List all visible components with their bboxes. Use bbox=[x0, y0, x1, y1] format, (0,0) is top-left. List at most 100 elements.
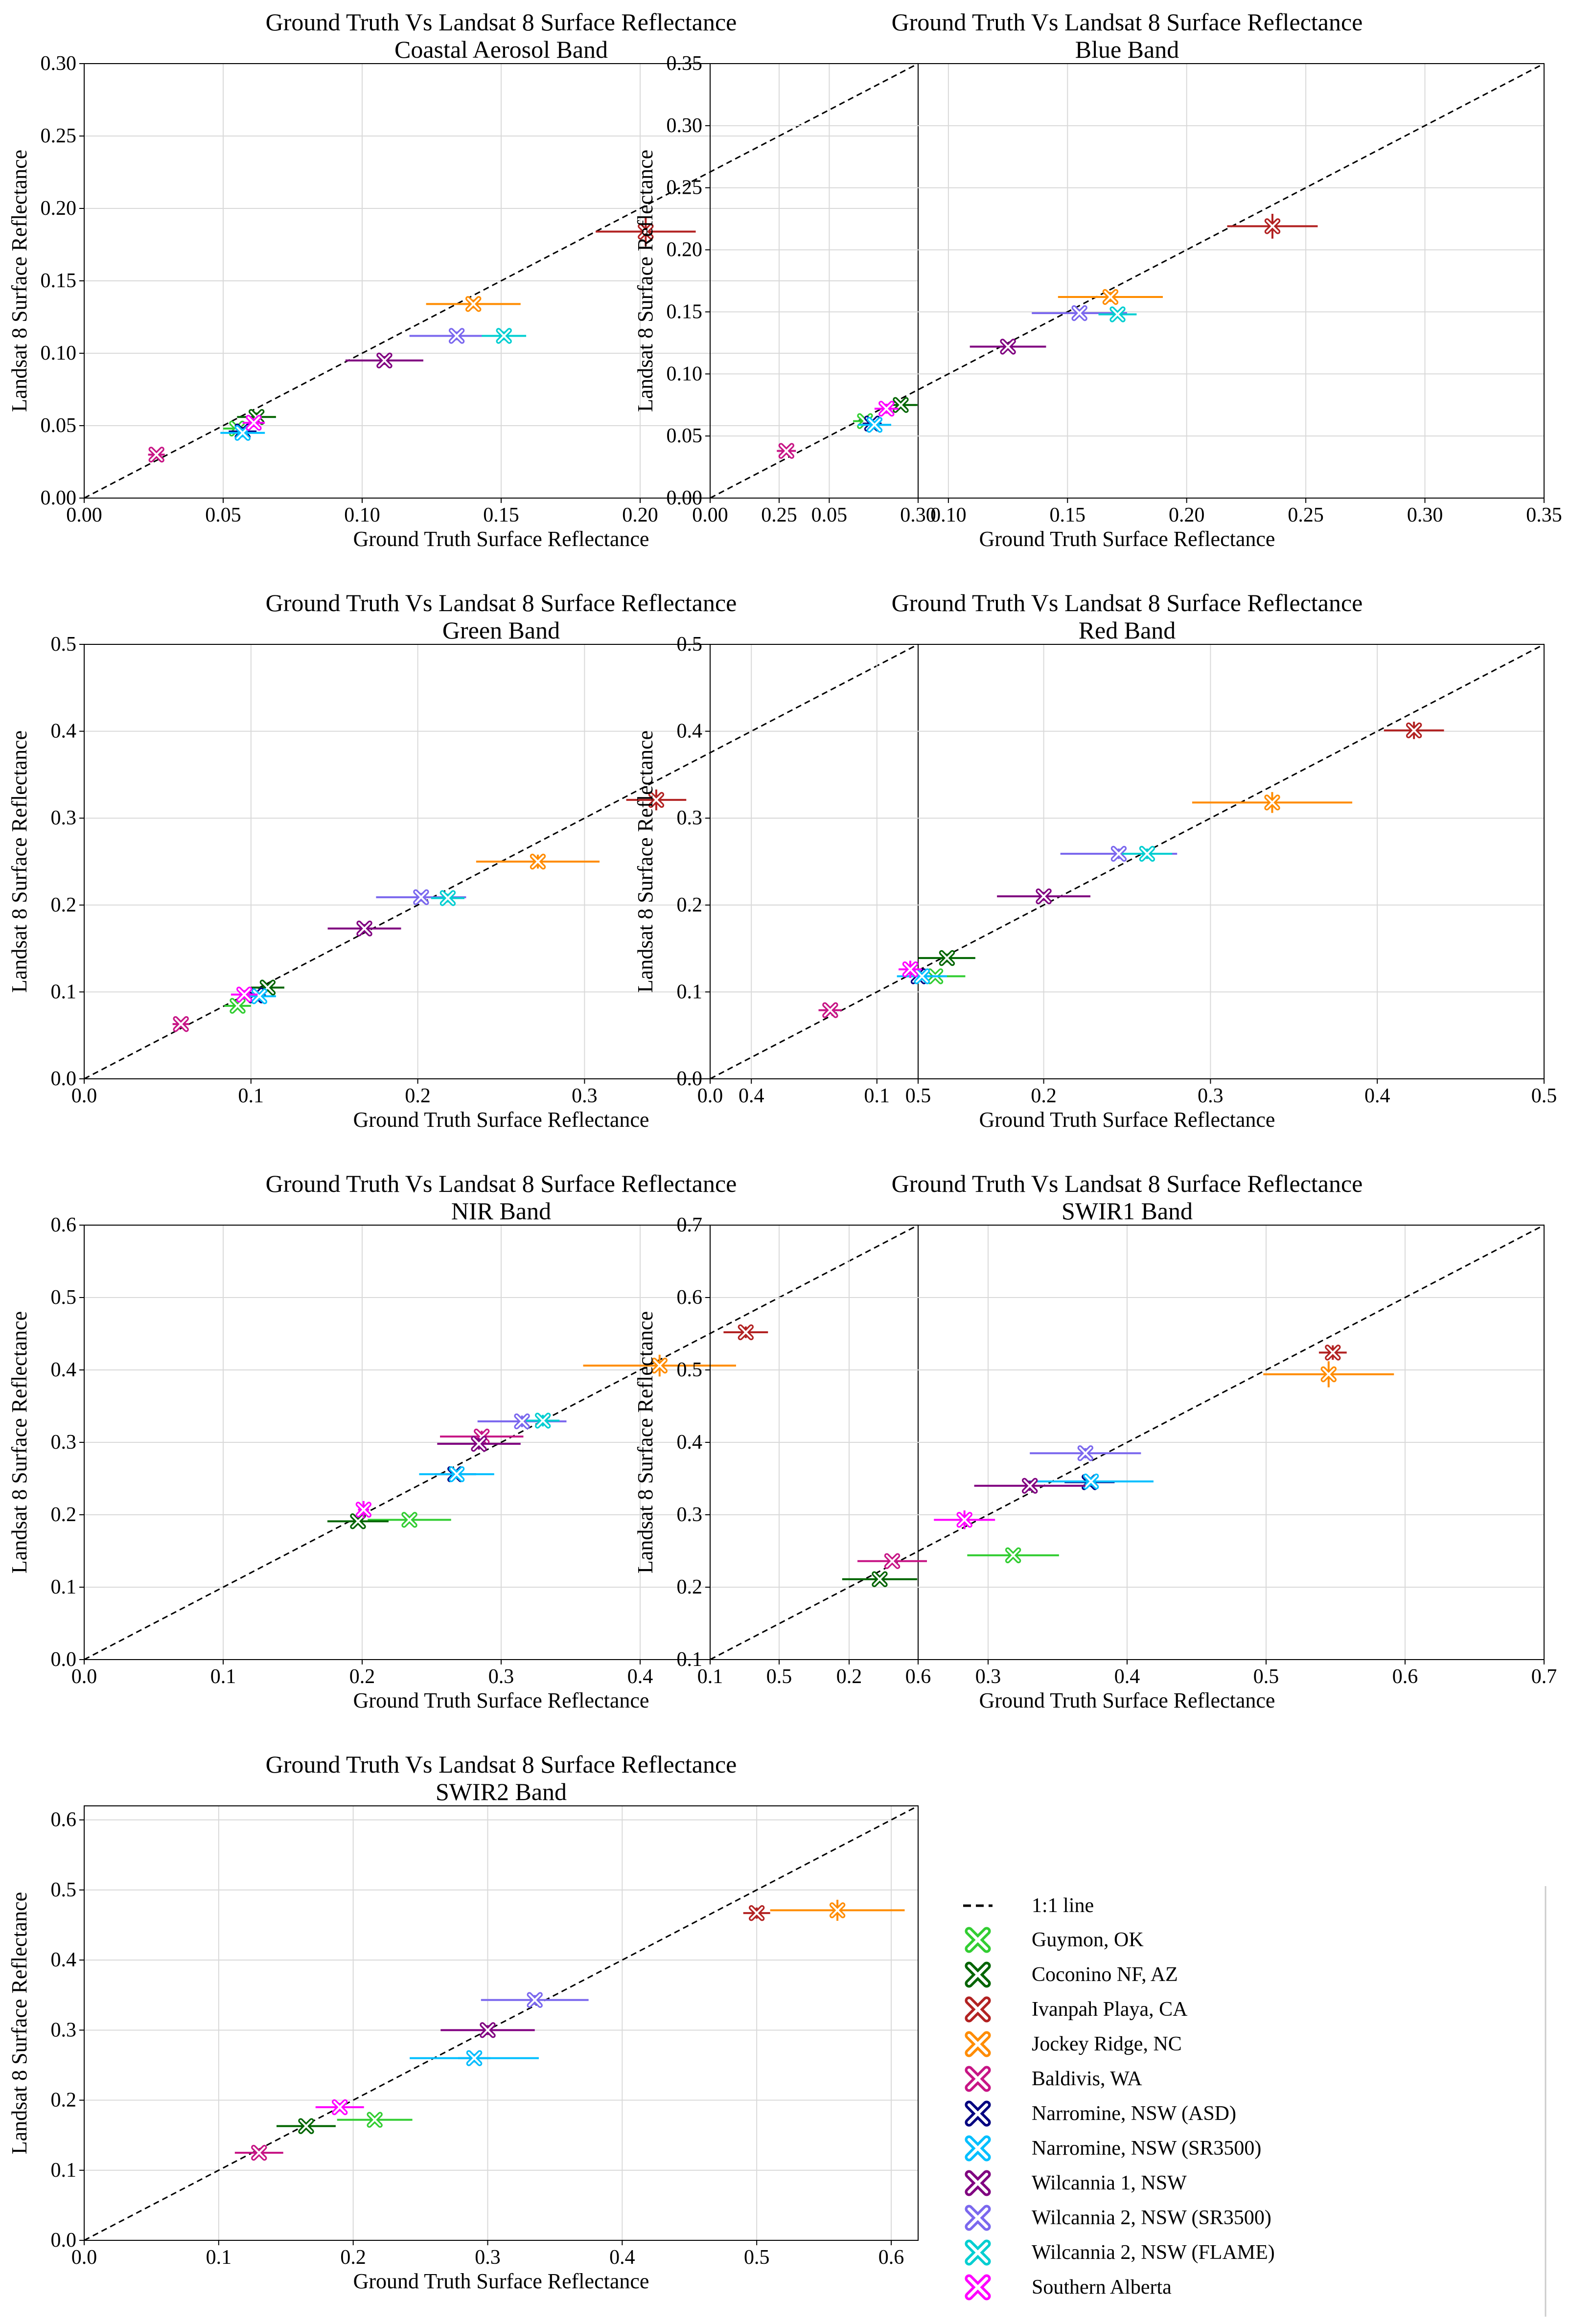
panel-red-band-point-ivanpah-playa-ca bbox=[1384, 722, 1444, 739]
panel-blue-band-point-baldivis-wa-marker-inner-b bbox=[780, 444, 793, 457]
panel-green-band-y-tick-label: 0.1 bbox=[51, 980, 77, 1003]
panel-green-band-subtitle: Green Band bbox=[442, 616, 560, 644]
panel-swir1-band-x-tick-label: 0.3 bbox=[975, 1665, 1001, 1688]
panel-blue-band-point-wilcannia-2-nsw-flame-marker-inner-b bbox=[1111, 308, 1124, 321]
panel-swir1-band-y-tick-label: 0.4 bbox=[677, 1431, 703, 1454]
panel-nir-band-point-wilcannia-1-nsw-marker bbox=[471, 1435, 487, 1452]
panel-swir2-band-point-ivanpah-playa-ca-marker bbox=[748, 1905, 765, 1921]
panel-swir2-band-point-wilcannia-1-nsw bbox=[440, 2022, 535, 2038]
panel-coastal-aerosol-band-point-wilcannia-1-nsw-marker-inner-b bbox=[378, 354, 391, 367]
panel-nir-band-y-tick-label: 0.0 bbox=[51, 1648, 77, 1671]
panel-coastal-aerosol-band-point-baldivis-wa-marker-inner-b bbox=[150, 448, 163, 461]
panel-nir-band-point-wilcannia-2-nsw-sr3500-marker-inner-b bbox=[515, 1415, 529, 1428]
panel-swir2-band-point-wilcannia-2-nsw-sr3500-marker-inner-b bbox=[528, 1993, 541, 2006]
panel-red-band-point-narromine-nsw-sr3500-marker bbox=[914, 968, 930, 984]
panel-swir1-band-x-tick-label: 0.5 bbox=[1253, 1665, 1279, 1688]
panel-blue-band-y-tick-label: 0.25 bbox=[667, 177, 703, 199]
panel-swir2-band-point-baldivis-wa-marker-inner-b bbox=[253, 2146, 266, 2159]
legend-swatch-narromine-nsw-sr3500-inner-b bbox=[967, 2138, 989, 2159]
panel-blue-band-point-wilcannia-2-nsw-sr3500-marker bbox=[1071, 305, 1087, 321]
panel-red-band-point-coconino-nf-az bbox=[919, 950, 975, 966]
panel-swir2-band-point-guymon-ok-marker bbox=[367, 2112, 383, 2128]
panel-swir2-band-point-wilcannia-2-nsw-sr3500 bbox=[481, 1992, 589, 2008]
panel-red-band-point-ivanpah-playa-ca-marker-inner-b bbox=[1408, 724, 1421, 737]
panel-coastal-aerosol-band-subtitle: Coastal Aerosol Band bbox=[394, 36, 608, 63]
panel-nir-band-title: Ground Truth Vs Landsat 8 Surface Reflec… bbox=[266, 1170, 737, 1197]
panel-swir2-band-point-narromine-nsw-sr3500 bbox=[410, 2050, 539, 2066]
panel-blue-band-point-wilcannia-2-nsw-flame-marker bbox=[1109, 306, 1126, 322]
panel-swir2-band-y-tick-label: 0.1 bbox=[51, 2159, 77, 2182]
panel-coastal-aerosol-band-y-axis-label: Landsat 8 Surface Reflectance bbox=[7, 150, 31, 412]
panel-blue-band-point-wilcannia-2-nsw-sr3500-marker-inner-b bbox=[1073, 307, 1086, 319]
panel-green-band-point-wilcannia-1-nsw-marker-inner-b bbox=[358, 922, 371, 935]
panel-coastal-aerosol-band-point-jockey-ridge-nc bbox=[426, 296, 521, 312]
panel-nir-band-x-tick-label: 0.1 bbox=[210, 1665, 236, 1688]
panel-swir1-band-point-ivanpah-playa-ca bbox=[1318, 1344, 1347, 1361]
panel-coastal-aerosol-band-x-axis-label: Ground Truth Surface Reflectance bbox=[353, 527, 649, 551]
panel-swir1-band-point-jockey-ridge-nc bbox=[1263, 1361, 1394, 1388]
panel-green-band-x-tick-label: 0.2 bbox=[405, 1085, 431, 1107]
panel-red-band-x-tick-label: 0.5 bbox=[1531, 1085, 1557, 1107]
panel-nir-band-y-tick-label: 0.3 bbox=[51, 1431, 77, 1454]
panel-red-band-x-tick-label: 0.1 bbox=[864, 1085, 890, 1107]
panel-swir2-band-point-guymon-ok bbox=[337, 2112, 413, 2128]
panel-blue-band-point-narromine-nsw-sr3500-marker-inner-b bbox=[868, 418, 881, 432]
panel-coastal-aerosol-band-x-tick-label: 0.25 bbox=[761, 504, 797, 526]
panel-swir2-band-title: Ground Truth Vs Landsat 8 Surface Reflec… bbox=[266, 1751, 737, 1778]
panel-green-band-point-jockey-ridge-nc-marker-inner-b bbox=[531, 855, 544, 868]
legend-swatch-coconino-nf-az bbox=[965, 1961, 991, 1988]
panel-swir1-band-y-tick-label: 0.5 bbox=[677, 1359, 703, 1381]
panel-green-band-point-wilcannia-2-nsw-flame-marker bbox=[439, 890, 456, 906]
panel-swir1-band-x-axis-label: Ground Truth Surface Reflectance bbox=[979, 1688, 1275, 1712]
panel-swir1-band-point-coconino-nf-az-marker bbox=[872, 1571, 888, 1587]
panel-swir2-band-y-tick-label: 0.3 bbox=[51, 2019, 77, 2041]
panel-swir1-band-point-narromine-nsw-sr3500-marker bbox=[1083, 1473, 1099, 1490]
panel-swir1-band-point-baldivis-wa bbox=[857, 1553, 927, 1569]
panel-nir-band-y-axis-label: Landsat 8 Surface Reflectance bbox=[7, 1311, 31, 1573]
panel-red-band-title: Ground Truth Vs Landsat 8 Surface Reflec… bbox=[892, 589, 1363, 616]
panel-red-band-point-coconino-nf-az-marker-inner-b bbox=[941, 952, 953, 965]
panel-nir-band-point-ivanpah-playa-ca-marker bbox=[738, 1324, 754, 1341]
panel-swir2-band-x-tick-label: 0.4 bbox=[609, 2246, 635, 2269]
panel-coastal-aerosol-band-point-jockey-ridge-nc-marker-inner-b bbox=[467, 297, 480, 311]
panel-swir1-band-title: Ground Truth Vs Landsat 8 Surface Reflec… bbox=[892, 1170, 1363, 1197]
panel-blue-band-y-tick-label: 0.30 bbox=[667, 114, 703, 137]
panel-red-band-point-wilcannia-1-nsw-marker bbox=[1036, 888, 1052, 905]
panel-coastal-aerosol-band-point-ivanpah-playa-ca bbox=[596, 217, 696, 246]
legend-label-wilcannia-2-nsw-flame: Wilcannia 2, NSW (FLAME) bbox=[1032, 2241, 1275, 2264]
legend-swatch-ivanpah-playa-ca bbox=[965, 1996, 991, 2023]
legend-swatch-baldivis-wa-inner-b bbox=[967, 2068, 989, 2090]
panel-red-band-y-tick-label: 0.1 bbox=[677, 980, 703, 1003]
panel-blue-band-plot-frame bbox=[710, 63, 1545, 499]
legend-swatch-wilcannia-2-nsw-sr3500 bbox=[965, 2205, 991, 2231]
panel-blue-band-subtitle: Blue Band bbox=[1075, 36, 1179, 63]
panel-swir2-band-point-coconino-nf-az-marker bbox=[298, 2118, 314, 2134]
panel-swir1-band-point-southern-alberta-marker bbox=[956, 1512, 972, 1528]
panel-swir1-band-y-axis-label: Landsat 8 Surface Reflectance bbox=[633, 1311, 657, 1573]
panel-blue-band-point-narromine-nsw-sr3500-marker bbox=[866, 417, 883, 433]
panel-nir-band-point-guymon-ok-marker-inner-b bbox=[403, 1513, 416, 1527]
panel-coastal-aerosol-band-x-tick-label: 0.30 bbox=[900, 504, 936, 526]
panel-green-band-y-axis-label: Landsat 8 Surface Reflectance bbox=[7, 730, 31, 993]
panel-coastal-aerosol-band-x-tick-label: 0.15 bbox=[483, 504, 519, 526]
panel-red-band-x-axis-label: Ground Truth Surface Reflectance bbox=[979, 1108, 1275, 1132]
panel-swir1-band-y-tick-label: 0.2 bbox=[677, 1576, 703, 1598]
panel-swir1-band-point-wilcannia-1-nsw-marker bbox=[1021, 1478, 1038, 1494]
panel-red-band-point-southern-alberta-marker-inner-b bbox=[904, 963, 917, 976]
panel-nir-band-point-coconino-nf-az-marker-inner-b bbox=[351, 1515, 365, 1528]
panel-nir-band-point-southern-alberta-marker bbox=[355, 1502, 372, 1518]
panel-coastal-aerosol-band-point-wilcannia-2-nsw-flame bbox=[482, 328, 527, 344]
panel-swir2-band-point-jockey-ridge-nc-marker bbox=[829, 1902, 846, 1918]
panel-coastal-aerosol-band-point-ivanpah-playa-ca-marker-inner-b bbox=[639, 225, 652, 238]
panel-nir-band-point-wilcannia-2-nsw-flame bbox=[526, 1413, 560, 1429]
panel-red-band-point-narromine-nsw-sr3500 bbox=[897, 968, 947, 984]
panel-red-band-point-wilcannia-2-nsw-flame-marker bbox=[1139, 845, 1155, 862]
panel-coastal-aerosol-band-x-tick-label: 0.00 bbox=[66, 504, 102, 526]
panel-nir-band-point-narromine-nsw-sr3500-marker bbox=[448, 1466, 465, 1482]
panel-coastal-aerosol-band-plot-frame bbox=[84, 63, 919, 499]
panel-nir-band-point-southern-alberta-marker-inner-b bbox=[357, 1503, 370, 1516]
panel-swir1-band-point-wilcannia-1-nsw bbox=[974, 1478, 1085, 1494]
panel-green-band-point-guymon-ok bbox=[224, 998, 251, 1014]
panel-green-band-point-narromine-nsw-sr3500-marker bbox=[251, 988, 268, 1004]
